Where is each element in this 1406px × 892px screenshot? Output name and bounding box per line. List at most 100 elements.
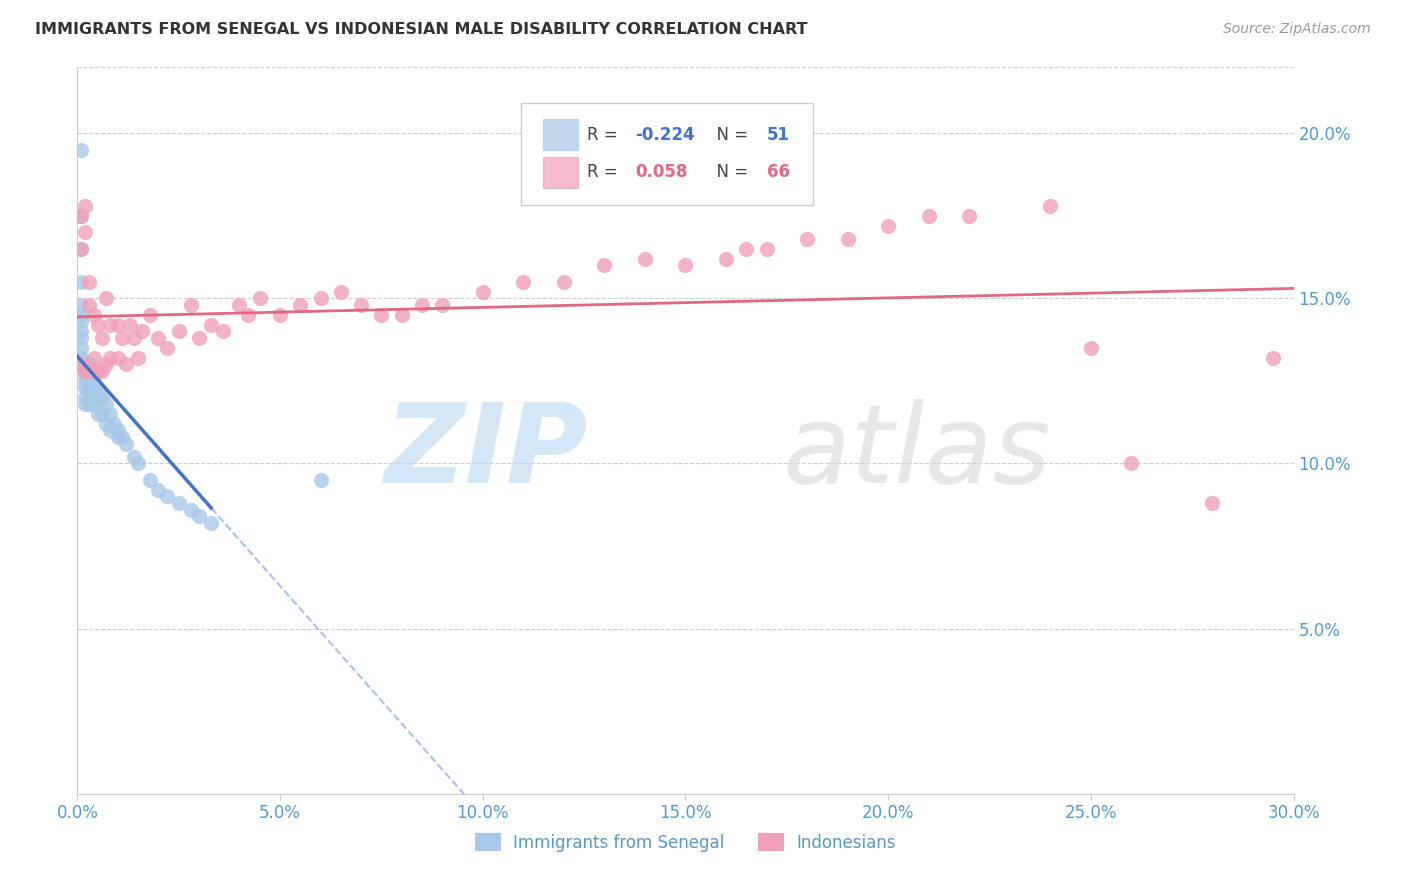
Point: [329, 285, 352, 299]
Text: 0.058: 0.058: [636, 163, 688, 181]
Point: [370, 308, 392, 322]
Point: [86, 384, 108, 398]
Point: [148, 331, 170, 345]
Point: [236, 308, 259, 322]
Point: [115, 436, 138, 450]
Point: [70, 143, 93, 157]
Point: [118, 318, 141, 332]
Text: N =: N =: [706, 126, 754, 144]
Point: [111, 430, 134, 444]
Point: [212, 324, 235, 338]
Point: [877, 219, 900, 233]
Point: [86, 364, 108, 378]
Point: [180, 298, 202, 312]
Point: [70, 331, 93, 345]
Point: [180, 502, 202, 516]
Text: IMMIGRANTS FROM SENEGAL VS INDONESIAN MALE DISABILITY CORRELATION CHART: IMMIGRANTS FROM SENEGAL VS INDONESIAN MA…: [35, 22, 807, 37]
Point: [122, 331, 145, 345]
Point: [103, 417, 125, 431]
Point: [837, 232, 859, 246]
Point: [188, 509, 211, 524]
Point: [75, 368, 97, 382]
Point: [75, 397, 97, 411]
Point: [90, 390, 112, 404]
Text: R =: R =: [586, 126, 623, 144]
Point: [127, 351, 149, 365]
Point: [155, 490, 177, 504]
Point: [98, 407, 121, 421]
Point: [79, 298, 101, 312]
Text: atlas: atlas: [783, 399, 1052, 506]
Point: [634, 252, 657, 266]
Point: [1121, 457, 1143, 471]
Point: [512, 275, 534, 289]
Point: [90, 364, 112, 378]
Point: [75, 225, 97, 239]
Point: [75, 374, 97, 388]
Point: [79, 364, 101, 378]
Point: [79, 384, 101, 398]
Point: [139, 473, 162, 487]
Point: [75, 380, 97, 394]
Text: ZIP: ZIP: [385, 399, 588, 506]
Point: [79, 397, 101, 411]
Point: [98, 351, 121, 365]
Point: [86, 407, 108, 421]
Point: [79, 275, 101, 289]
Point: [471, 285, 494, 299]
Point: [918, 209, 941, 223]
Point: [90, 407, 112, 421]
Point: [75, 199, 97, 213]
Point: [79, 364, 101, 378]
Point: [70, 275, 93, 289]
Point: [98, 423, 121, 437]
Point: [70, 308, 93, 322]
Text: R =: R =: [586, 163, 623, 181]
Point: [107, 423, 129, 437]
Point: [70, 209, 93, 223]
Text: N =: N =: [706, 163, 754, 181]
Point: [290, 298, 312, 312]
Point: [70, 351, 93, 365]
Point: [1039, 199, 1062, 213]
Point: [155, 341, 177, 355]
Point: [200, 516, 222, 530]
Point: [309, 473, 332, 487]
Point: [83, 308, 105, 322]
Point: [94, 397, 117, 411]
Point: [70, 341, 93, 355]
FancyBboxPatch shape: [543, 157, 578, 187]
Point: [75, 364, 97, 378]
Text: 66: 66: [766, 163, 790, 181]
Point: [131, 324, 153, 338]
Point: [309, 291, 332, 305]
Point: [593, 258, 616, 272]
Point: [249, 291, 271, 305]
Point: [391, 308, 413, 322]
Point: [796, 232, 818, 246]
Point: [70, 209, 93, 223]
Point: [127, 457, 149, 471]
Point: [269, 308, 291, 322]
Point: [148, 483, 170, 497]
Point: [200, 318, 222, 332]
Point: [83, 374, 105, 388]
Text: -0.224: -0.224: [636, 126, 695, 144]
Point: [86, 318, 108, 332]
Point: [714, 252, 737, 266]
Point: [228, 298, 250, 312]
Point: [70, 242, 93, 256]
Point: [430, 298, 453, 312]
Point: [107, 430, 129, 444]
Point: [70, 242, 93, 256]
Point: [75, 357, 97, 371]
Point: [70, 357, 93, 371]
Point: [98, 318, 121, 332]
Point: [107, 318, 129, 332]
Point: [83, 351, 105, 365]
Point: [86, 390, 108, 404]
Point: [411, 298, 433, 312]
Point: [122, 450, 145, 464]
Point: [115, 357, 138, 371]
Point: [188, 331, 211, 345]
